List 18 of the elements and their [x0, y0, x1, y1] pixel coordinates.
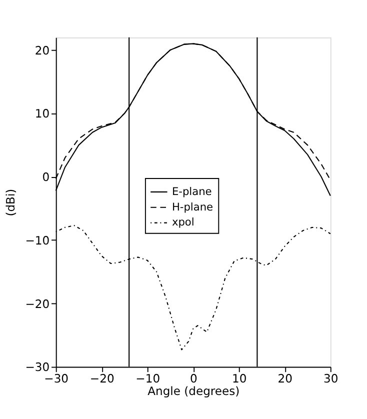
x-tick-label: 20 — [278, 372, 292, 386]
x-tick-label: −20 — [90, 372, 114, 386]
y-tick-label: 0 — [42, 170, 50, 184]
legend-label: xpol — [172, 216, 194, 229]
x-tick-label: −30 — [44, 372, 69, 386]
y-tick-label: −30 — [25, 360, 50, 374]
y-tick-label: −10 — [25, 233, 50, 248]
x-tick-label: 10 — [232, 372, 247, 386]
y-tick-label: 20 — [34, 43, 50, 58]
x-tick-label: −10 — [136, 372, 160, 386]
y-tick-label: 10 — [34, 106, 50, 121]
x-tick-label: 30 — [324, 372, 338, 386]
x-tick-label: 0 — [190, 372, 198, 386]
x-axis-title: Angle (degrees) — [148, 384, 240, 398]
legend-label: E-plane — [172, 186, 212, 198]
y-axis-title: (dBi) — [4, 188, 18, 216]
y-tick-label: −20 — [25, 296, 50, 311]
legend-label: H-plane — [172, 201, 214, 214]
